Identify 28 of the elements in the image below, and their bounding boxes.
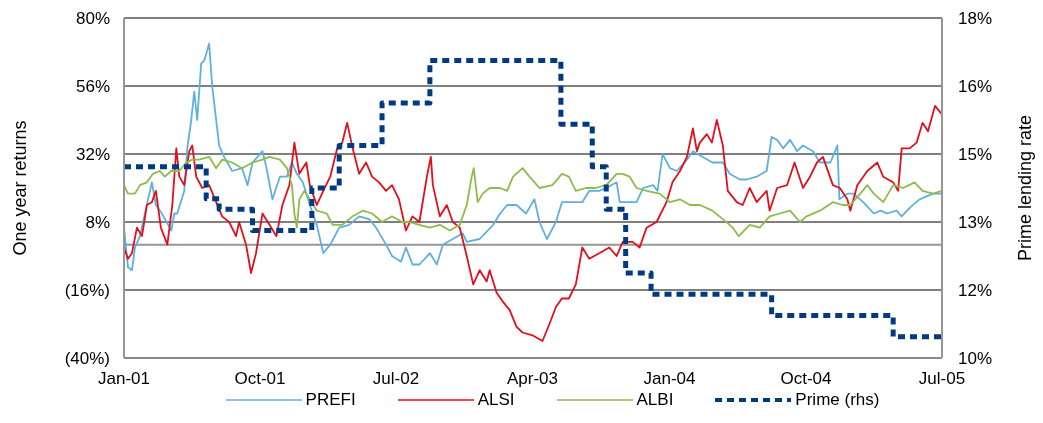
legend-label: PREFI	[305, 390, 356, 410]
x-tick-label: Jan-04	[643, 369, 696, 389]
x-tick-label: Oct-04	[780, 369, 832, 389]
y-tick-label: (16%)	[64, 281, 110, 301]
y-axis-title: One year returns	[10, 120, 31, 256]
x-tick-label: Jul-02	[372, 369, 420, 389]
y2-tick-label: 13%	[958, 213, 993, 233]
x-tick-label: Jul-05	[918, 369, 966, 389]
y2-tick-label: 10%	[958, 349, 993, 369]
y2-tick-label: 15%	[958, 145, 993, 165]
y2-axis-title: Prime lending rate	[1015, 114, 1036, 262]
line-series	[124, 155, 942, 238]
x-tick-label: Apr-03	[506, 369, 559, 389]
line-series	[124, 104, 942, 342]
line-series	[124, 42, 942, 272]
y2-tick-label: 12%	[958, 281, 993, 301]
y-tick-label: 8%	[85, 213, 110, 233]
legend-label: ALBI	[636, 390, 674, 410]
x-tick-label: Oct-01	[234, 369, 286, 389]
y-tick-label: 32%	[75, 145, 110, 165]
y2-tick-label: 16%	[958, 77, 993, 97]
y-tick-label: 80%	[75, 9, 110, 29]
y-tick-label: 56%	[75, 77, 110, 97]
legend-label: ALSI	[477, 390, 515, 410]
y2-tick-label: 18%	[958, 9, 993, 29]
legend-label: Prime (rhs)	[795, 390, 880, 410]
x-tick-label: Jan-01	[98, 369, 150, 389]
y-tick-label: (40%)	[64, 349, 110, 369]
